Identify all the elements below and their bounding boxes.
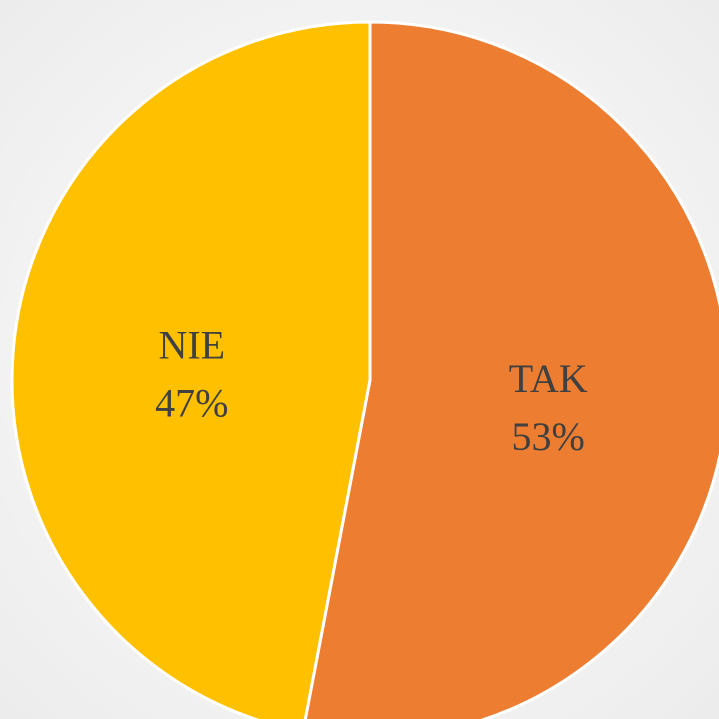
slice-value-label: 53%: [512, 414, 585, 459]
slice-value-label: 47%: [155, 380, 228, 425]
pie-slice: [303, 20, 719, 719]
slice-category-label: TAK: [509, 356, 588, 401]
slice-category-label: NIE: [158, 322, 225, 367]
pie-slice: [10, 20, 372, 719]
